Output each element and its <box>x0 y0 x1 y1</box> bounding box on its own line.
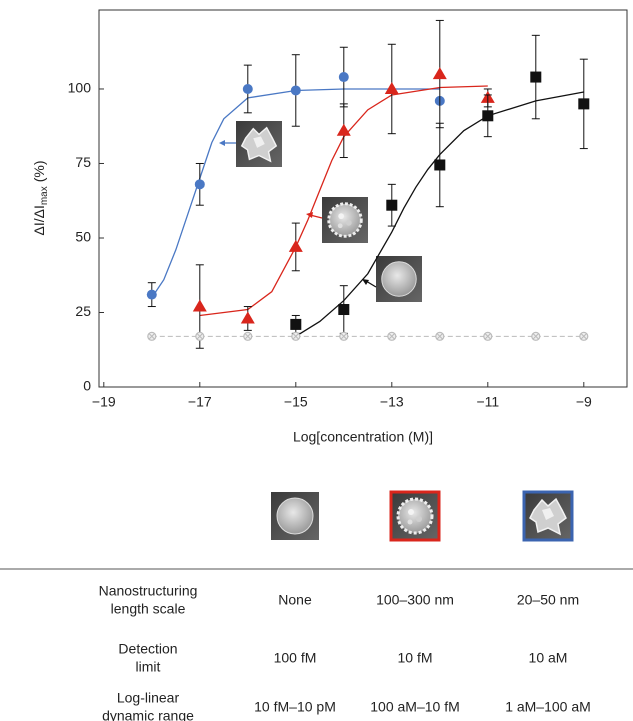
cell: 10 aM <box>529 650 568 666</box>
point-cross <box>580 333 587 340</box>
cell: 100 fM <box>274 650 317 666</box>
point <box>530 71 542 83</box>
point <box>338 304 350 316</box>
row-label: limit <box>136 659 161 675</box>
x-tick-label: −19 <box>92 394 116 410</box>
y-axis-label: ΔI/ΔImax (%) <box>31 160 50 235</box>
y-tick-label: 75 <box>75 154 91 170</box>
x-axis-label: Log[concentration (M)] <box>293 429 433 445</box>
point-cross <box>532 333 539 340</box>
point <box>434 159 446 171</box>
cell: 10 fM <box>397 650 432 666</box>
arrow-head <box>362 279 369 285</box>
row-label: length scale <box>111 601 186 617</box>
y-tick-label: 50 <box>75 229 91 245</box>
point <box>384 81 399 94</box>
point <box>192 299 207 312</box>
point <box>482 110 494 122</box>
header-image-flake <box>524 492 572 540</box>
row-label: Log-linear <box>117 690 180 706</box>
point-cross <box>292 333 299 340</box>
point-cross <box>388 333 395 340</box>
point <box>290 318 302 330</box>
header-border <box>389 490 441 542</box>
header-border <box>522 490 574 542</box>
x-tick-label: −13 <box>380 394 404 410</box>
point-cross <box>436 333 443 340</box>
row-label: Detection <box>118 641 177 657</box>
inset-raspberry <box>322 197 368 243</box>
plot-frame <box>98 9 628 388</box>
y-tick-label: 25 <box>75 303 91 319</box>
y-label-unit: (%) <box>31 160 47 182</box>
inset-sphere <box>376 256 422 302</box>
inset-flake <box>236 121 282 167</box>
y-label-sub: max <box>39 186 50 205</box>
chart: ΔI/ΔImax (%) Log[concentration (M)] −19 −1… <box>31 9 628 445</box>
cell: 1 aM–100 aM <box>505 699 591 715</box>
row-label: dynamic range <box>102 708 194 721</box>
x-tick-label: −17 <box>188 394 212 410</box>
y-label-main: ΔI/ΔI <box>31 205 47 235</box>
cell: None <box>278 592 312 608</box>
cell: 100 aM–10 fM <box>370 699 460 715</box>
point <box>242 83 253 94</box>
row-label: Nanostructuring <box>99 583 198 599</box>
point-cross <box>148 333 155 340</box>
point <box>146 289 157 300</box>
point-cross <box>196 333 203 340</box>
x-tick-label: −9 <box>576 394 592 410</box>
point-cross <box>340 333 347 340</box>
point <box>578 98 590 110</box>
header-image-sphere <box>271 492 319 540</box>
y-tick-label: 100 <box>68 80 92 96</box>
point-cross <box>484 333 491 340</box>
fit-curve <box>199 85 488 317</box>
cell: 100–300 nm <box>376 592 454 608</box>
point <box>240 311 255 324</box>
point <box>288 239 303 252</box>
point <box>336 123 351 136</box>
point <box>194 179 205 190</box>
point <box>386 199 398 211</box>
point <box>432 67 447 80</box>
fit-curve <box>151 88 440 298</box>
y-tick-label: 0 <box>83 378 91 394</box>
arrow-head <box>219 140 225 146</box>
point <box>290 85 301 96</box>
header-image-raspberry <box>391 492 439 540</box>
point <box>338 72 349 83</box>
x-tick-label: −15 <box>284 394 308 410</box>
cell: 10 fM–10 pM <box>254 699 336 715</box>
x-tick-label: −11 <box>476 394 499 410</box>
point-cross <box>244 333 251 340</box>
table: Nanostructuring length scale None 100–300 n… <box>0 490 633 721</box>
cell: 20–50 nm <box>517 592 579 608</box>
